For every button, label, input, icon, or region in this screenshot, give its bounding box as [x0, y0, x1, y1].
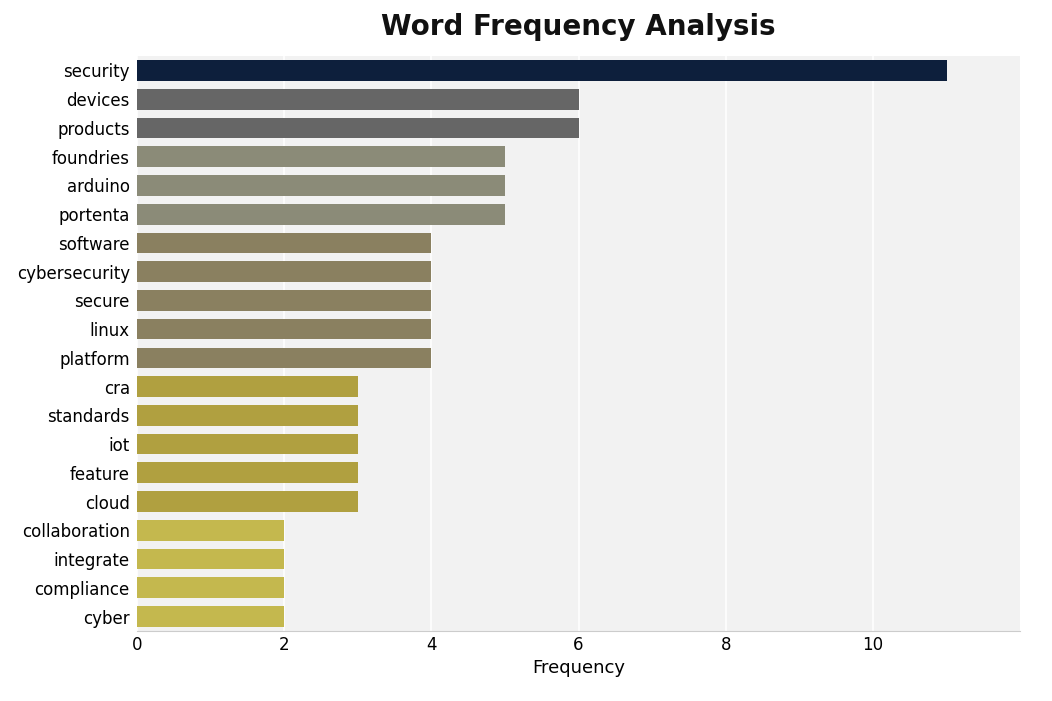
Bar [137, 319, 431, 339]
Bar [137, 434, 358, 454]
Bar [137, 549, 284, 569]
Bar [137, 405, 358, 426]
Bar [137, 233, 431, 253]
Bar [137, 147, 505, 167]
Bar [137, 60, 947, 81]
Bar [137, 520, 284, 540]
X-axis label: Frequency: Frequency [532, 660, 625, 677]
Bar [137, 491, 358, 512]
Bar [137, 290, 431, 311]
Title: Word Frequency Analysis: Word Frequency Analysis [381, 13, 776, 41]
Bar [137, 463, 358, 483]
Bar [137, 261, 431, 282]
Bar [137, 204, 505, 224]
Bar [137, 578, 284, 598]
Bar [137, 118, 579, 138]
Bar [137, 175, 505, 196]
Bar [137, 89, 579, 109]
Bar [137, 606, 284, 627]
Bar [137, 348, 431, 368]
Bar [137, 376, 358, 397]
